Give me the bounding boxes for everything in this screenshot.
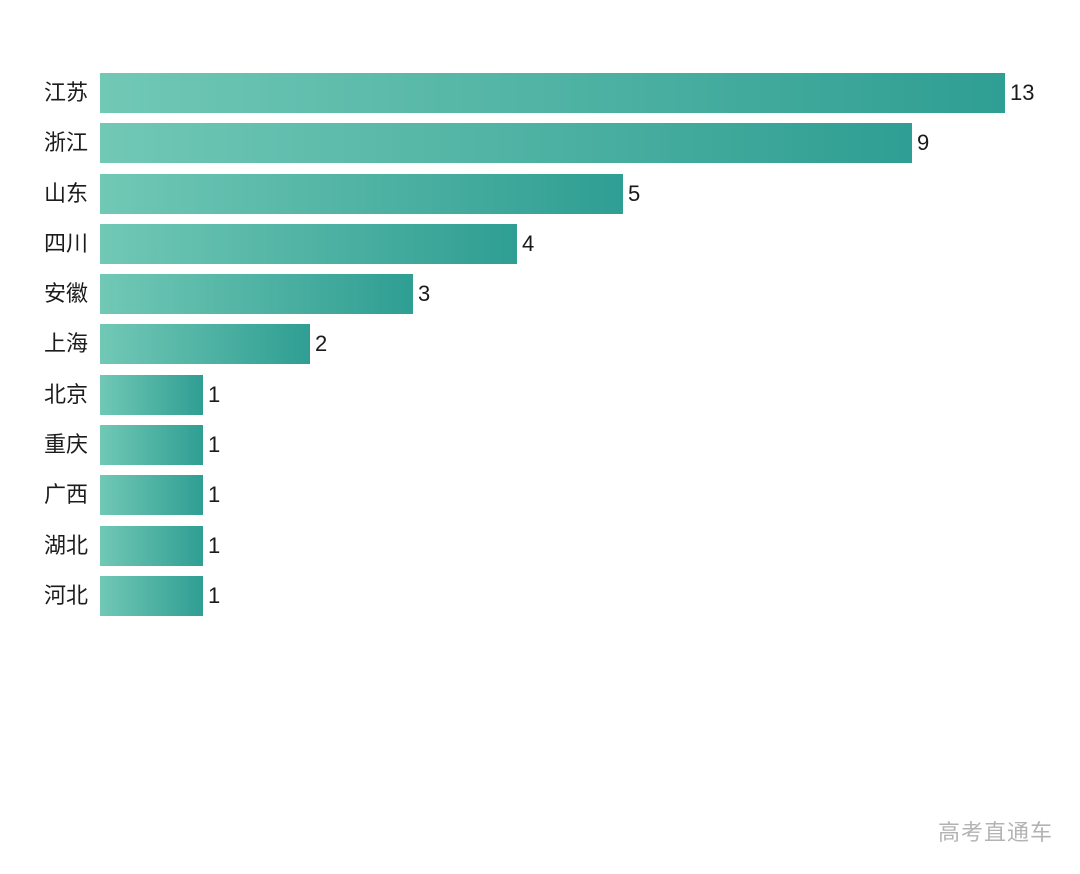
- value-label: 1: [208, 432, 221, 458]
- bar-row: 湖北 1: [0, 525, 1034, 566]
- category-label: 安徽: [43, 281, 88, 307]
- value-label: 9: [917, 130, 930, 156]
- value-label: 4: [522, 230, 535, 256]
- category-label: 江苏: [43, 80, 88, 105]
- value-label: 1: [208, 582, 221, 608]
- category-label: 北京: [43, 381, 88, 407]
- category-label: 山东: [43, 180, 88, 206]
- bar: [100, 274, 413, 315]
- bar: [100, 475, 203, 516]
- bar-row: 安徽 3: [0, 274, 1034, 315]
- category-label: 上海: [43, 331, 88, 357]
- bar: [100, 374, 203, 415]
- watermark: 高考直通车: [937, 820, 1053, 845]
- bar-row: 广西 1: [0, 475, 1034, 516]
- category-label: 四川: [43, 230, 88, 256]
- value-label: 2: [315, 331, 328, 357]
- bar-chart-rows: 江苏 13 浙江 9 山东 5 四川 4 安徽 3 上海 2 北京 1 重庆 1 广西 1 湖北 1 河北 1: [0, 73, 1034, 626]
- bar: [100, 324, 310, 365]
- value-label: 1: [208, 381, 221, 407]
- bar-row: 山东 5: [0, 173, 1034, 214]
- value-label: 1: [208, 482, 221, 508]
- category-label: 浙江: [43, 130, 88, 156]
- category-label: 重庆: [43, 432, 88, 458]
- bar: [100, 575, 203, 616]
- bar-row: 江苏 13: [0, 73, 1034, 113]
- value-label: 3: [418, 281, 431, 307]
- bar: [100, 525, 203, 566]
- value-label: 1: [208, 532, 221, 558]
- bar: [100, 173, 623, 214]
- category-label: 广西: [43, 482, 88, 508]
- category-label: 湖北: [43, 532, 88, 558]
- value-label: 5: [628, 180, 641, 206]
- bar: [100, 73, 1005, 113]
- bar-row: 浙江 9: [0, 123, 1034, 164]
- bar: [100, 223, 517, 264]
- bar-row: 北京 1: [0, 374, 1034, 415]
- category-label: 河北: [43, 582, 88, 608]
- bar-row: 河北 1: [0, 575, 1034, 616]
- bar: [100, 425, 203, 466]
- bar-row: 四川 4: [0, 223, 1034, 264]
- bar-row: 上海 2: [0, 324, 1034, 365]
- bar-row: 重庆 1: [0, 425, 1034, 466]
- bar: [100, 123, 912, 164]
- value-label: 13: [1010, 80, 1035, 105]
